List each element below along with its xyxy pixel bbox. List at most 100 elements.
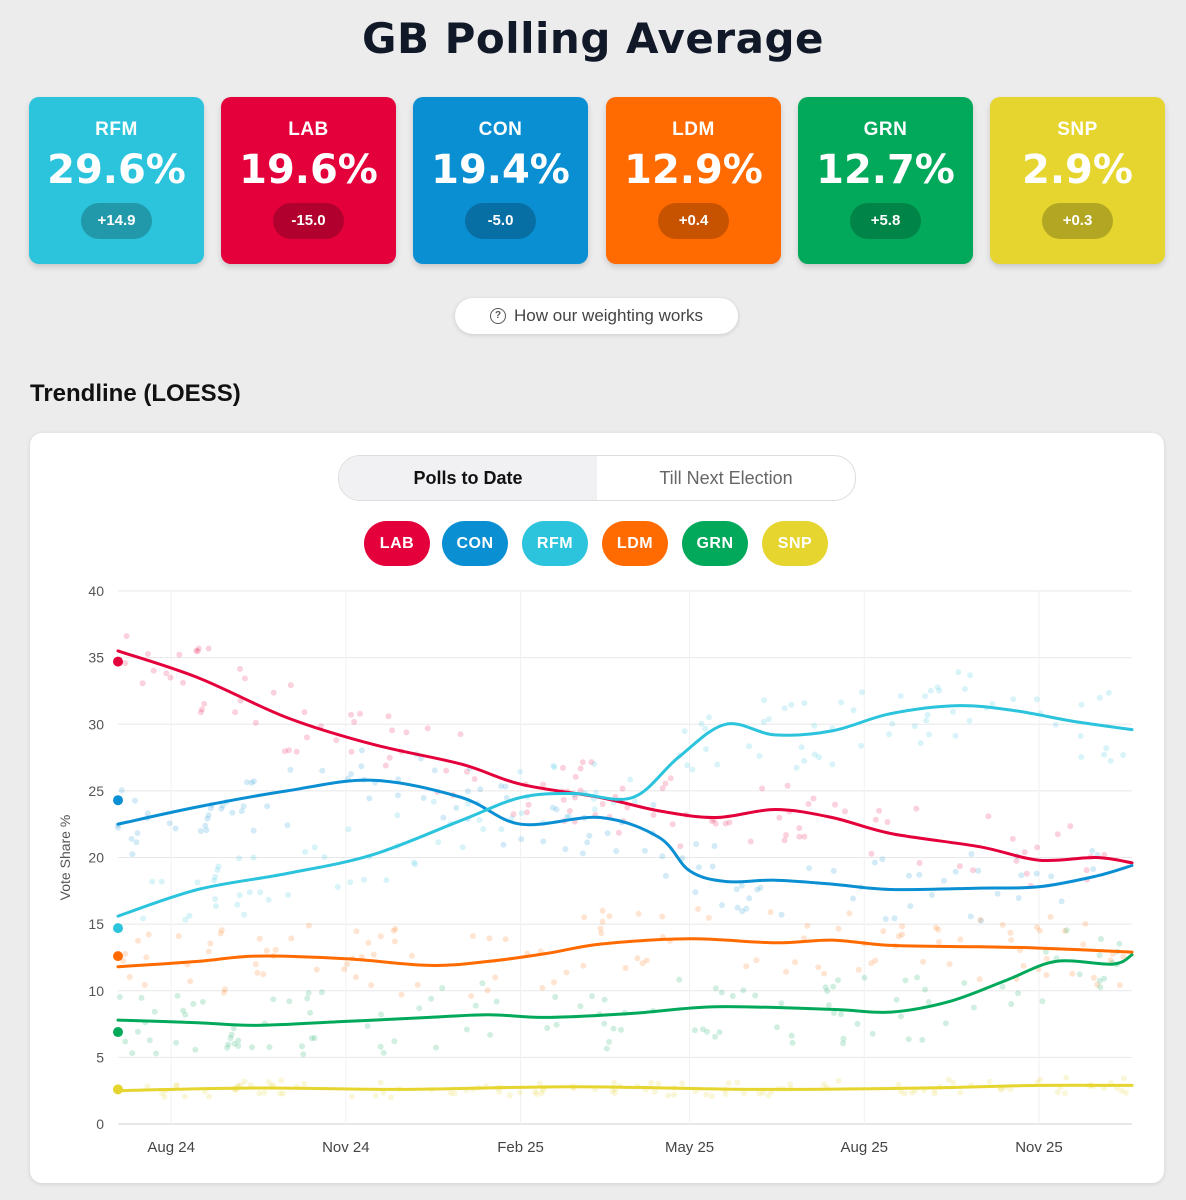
poll-dot [589,993,595,1000]
poll-dot [440,814,447,821]
trendline-con [116,778,1134,892]
poll-dot [563,969,570,976]
poll-dot [597,925,604,932]
poll-dot [952,732,959,739]
poll-dot [303,734,310,741]
poll-dot [433,1044,439,1051]
poll-dot [144,651,151,657]
poll-dot [306,922,312,929]
poll-dot [572,794,578,801]
poll-dot [922,693,929,700]
poll-dot [430,798,437,805]
poll-dot [372,1092,379,1099]
poll-dot [192,1046,199,1053]
poll-dot [609,1087,616,1094]
tab-till-next-election[interactable]: Till Next Election [659,468,793,488]
poll-dot [891,915,898,922]
poll-dot [893,996,900,1003]
poll-dot [241,1078,248,1085]
poll-dot [805,801,812,807]
poll-dot [709,1093,716,1100]
poll-dot [703,746,709,753]
poll-dot [830,983,837,990]
poll-dot [389,727,396,734]
poll-dot [140,915,147,922]
poll-dot [134,830,141,837]
poll-dot [572,773,579,780]
poll-dot [115,824,121,831]
poll-dot [227,1035,234,1042]
poll-dot [610,1025,617,1032]
poll-dot [868,850,875,857]
poll-dot [746,895,753,902]
legend-snp[interactable]: SNP [762,521,828,566]
poll-dot [740,987,747,994]
poll-dot [1034,696,1040,703]
poll-dot [671,1091,678,1098]
poll-dot [566,808,573,814]
legend-con[interactable]: CON [442,521,508,566]
poll-dot [784,782,791,789]
poll-dot [801,833,808,840]
poll-dot [145,931,152,938]
poll-dot [351,718,358,725]
poll-dot [240,803,247,810]
poll-dot [927,687,934,694]
poll-dot [270,996,277,1003]
poll-dot [778,1000,785,1007]
poll-dot [603,1045,610,1052]
poll-dot [994,890,1001,897]
legend-rfm[interactable]: RFM [522,521,588,566]
poll-dot [1090,974,1097,981]
poll-dot [846,910,853,917]
card-value: 19.6% [239,147,378,193]
legend-grn[interactable]: GRN [682,521,748,566]
poll-dot [684,762,691,769]
poll-dot [206,1093,212,1100]
poll-dot [502,936,509,943]
poll-dot [1089,847,1096,854]
poll-dot [195,645,202,652]
poll-dot [348,748,355,755]
poll-dot [651,1088,658,1095]
poll-dot [348,1093,355,1100]
poll-dot [391,1038,398,1045]
legend-ldm[interactable]: LDM [602,521,668,566]
poll-dot [212,896,219,902]
poll-dot [901,1090,908,1097]
poll-dot [985,813,992,820]
poll-dot [318,989,325,996]
tab-polls-to-date[interactable]: Polls to Date [339,456,597,500]
poll-dot [733,886,740,893]
start-marker-snp [113,1084,123,1095]
poll-dot [765,1092,772,1099]
poll-dot [1063,927,1070,934]
poll-dot [333,737,340,744]
poll-dot [129,851,136,858]
poll-dot [1123,1089,1129,1096]
poll-dot [197,709,204,716]
poll-dot [395,792,401,799]
poll-dot [365,939,372,946]
poll-dot [205,645,212,652]
poll-dot [806,865,813,872]
poll-dot [1078,701,1085,708]
poll-dot [1105,689,1112,696]
poll-dot [677,843,684,850]
poll-dot [835,977,841,984]
poll-dot [712,820,719,827]
legend-lab[interactable]: LAB [364,521,430,566]
poll-dot [471,776,478,782]
poll-dot [1008,1001,1015,1008]
poll-dot [669,821,676,828]
poll-dot [615,829,622,836]
poll-dot [544,1025,551,1031]
poll-dot [503,794,510,801]
poll-dot [876,807,883,814]
poll-dot [498,783,505,790]
poll-dot [840,1040,847,1047]
weighting-info-button[interactable]: ? How our weighting works [455,298,738,334]
poll-dot [726,819,733,826]
poll-dot [757,884,764,891]
poll-dot [299,1043,305,1050]
